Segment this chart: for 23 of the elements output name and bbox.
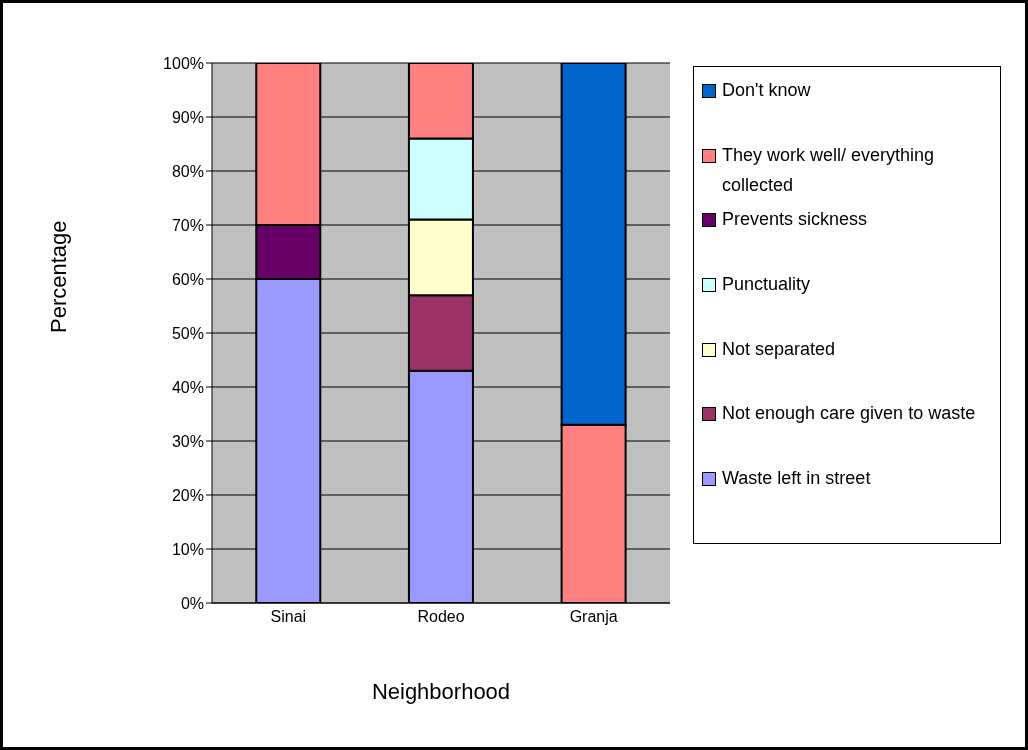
y-tick-label: 40% <box>171 378 204 396</box>
x-tick-label: Rodeo <box>417 608 465 626</box>
legend-label: Not separated <box>722 337 836 361</box>
legend-label: Punctuality <box>722 272 811 296</box>
y-tick-label: 80% <box>171 162 204 180</box>
y-tick-label: 30% <box>171 432 204 450</box>
y-tick-label: 70% <box>171 216 204 234</box>
y-tick-label: 100% <box>163 54 204 72</box>
legend-label: Prevents sickness <box>722 208 868 232</box>
y-axis-title: Percentage <box>45 220 71 333</box>
x-axis-title: Neighborhood <box>371 679 511 704</box>
legend-label: Don't know <box>722 79 811 102</box>
legend-label: They work well/ everything collected <box>722 143 936 197</box>
legend-label: Waste left in street <box>722 466 871 490</box>
y-tick-label: 90% <box>171 108 204 126</box>
x-tick-label: Sinai <box>270 608 307 626</box>
y-tick-label: 10% <box>171 540 204 558</box>
y-tick-label: 0% <box>180 594 204 612</box>
y-tick-label: 20% <box>171 486 204 504</box>
y-tick-label: 60% <box>171 270 204 288</box>
x-tick-label: Granja <box>569 608 618 626</box>
legend-label: Not enough care given to waste <box>722 402 976 426</box>
y-tick-label: 50% <box>171 324 204 342</box>
